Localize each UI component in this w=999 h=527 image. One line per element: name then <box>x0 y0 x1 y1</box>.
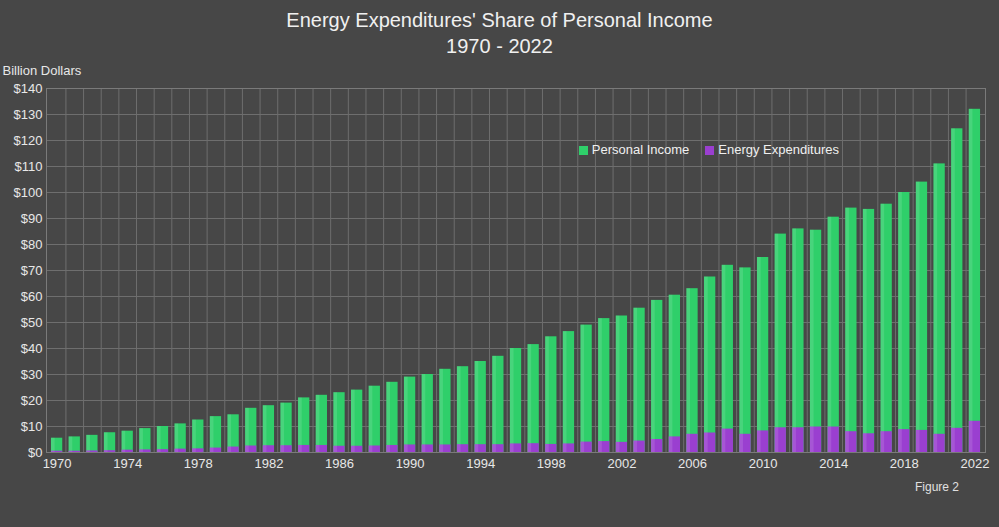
svg-text:1998: 1998 <box>537 456 566 471</box>
svg-text:$30: $30 <box>21 367 43 382</box>
svg-text:2014: 2014 <box>819 456 848 471</box>
svg-text:$90: $90 <box>21 211 43 226</box>
svg-text:$0: $0 <box>28 445 42 460</box>
svg-text:2006: 2006 <box>678 456 707 471</box>
svg-text:1990: 1990 <box>396 456 425 471</box>
html-text:Personal Income: Personal Income <box>591 142 690 157</box>
svg-text:$110: $110 <box>15 159 43 174</box>
svg-text:2018: 2018 <box>890 456 919 471</box>
html-text:Energy Expenditures' Share of: Energy Expenditures' Share of Personal I… <box>286 9 713 31</box>
svg-text:$120: $120 <box>14 133 43 148</box>
svg-text:1970: 1970 <box>43 456 72 471</box>
html-text:Figure 2: Figure 2 <box>915 480 959 494</box>
svg-text:1978: 1978 <box>184 456 213 471</box>
svg-text:$40: $40 <box>21 341 43 356</box>
svg-text:$60: $60 <box>21 289 43 304</box>
svg-text:$50: $50 <box>21 315 43 330</box>
svg-text:2010: 2010 <box>749 456 778 471</box>
svg-text:1986: 1986 <box>325 456 354 471</box>
svg-text:1994: 1994 <box>466 456 495 471</box>
svg-text:$140: $140 <box>14 81 43 96</box>
svg-text:2022: 2022 <box>960 456 989 471</box>
svg-text:$100: $100 <box>14 185 43 200</box>
svg-text:$130: $130 <box>14 107 43 122</box>
html-text:1970 - 2022: 1970 - 2022 <box>446 35 553 57</box>
html-text:Energy Expenditures: Energy Expenditures <box>718 142 839 157</box>
svg-text:1974: 1974 <box>113 456 142 471</box>
svg-text:1982: 1982 <box>254 456 283 471</box>
svg-text:Billion Dollars: Billion Dollars <box>3 63 82 78</box>
svg-text:$10: $10 <box>21 419 43 434</box>
svg-text:2002: 2002 <box>607 456 636 471</box>
svg-text:$80: $80 <box>21 237 43 252</box>
svg-text:$70: $70 <box>21 263 43 278</box>
svg-text:$20: $20 <box>21 393 43 408</box>
